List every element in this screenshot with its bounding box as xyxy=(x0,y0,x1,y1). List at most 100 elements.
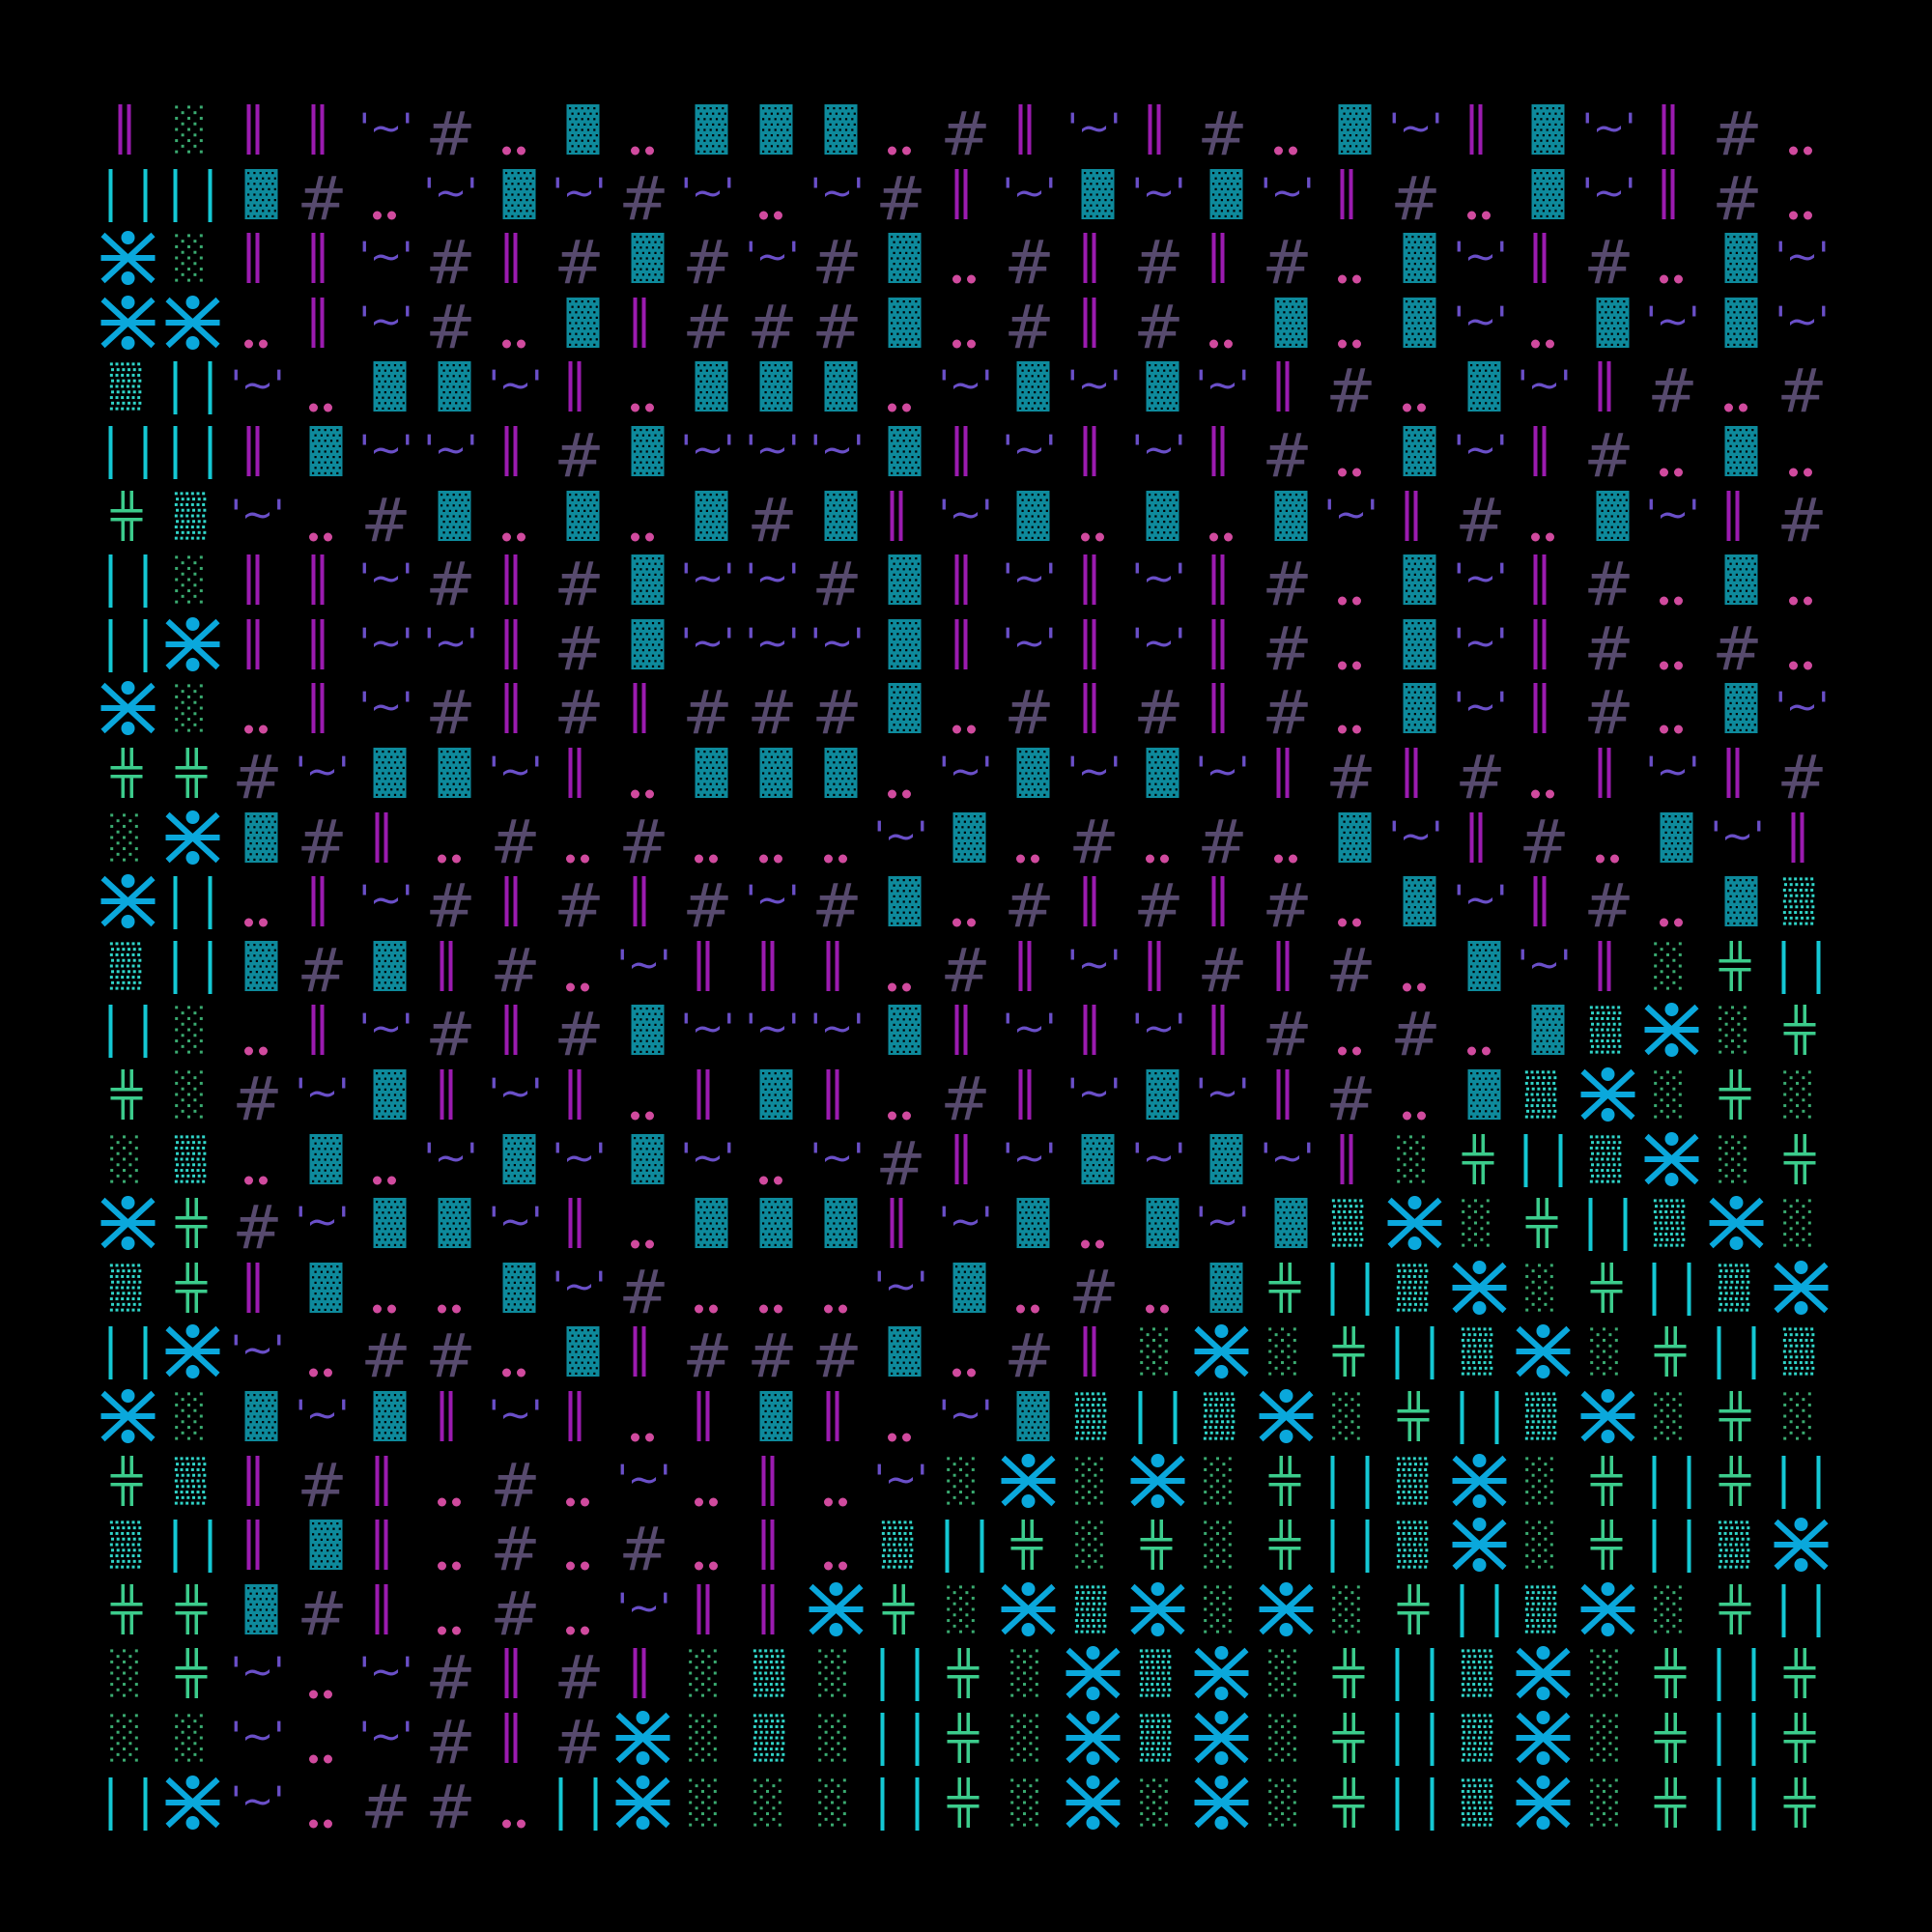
dots-glyph xyxy=(225,868,290,933)
hash-glyph: # xyxy=(225,1190,290,1263)
svg-text:'~': '~' xyxy=(1067,363,1122,408)
tilde-glyph: '~' xyxy=(1255,1126,1320,1191)
cross-glyph xyxy=(97,1448,161,1513)
svg-text:'~': '~' xyxy=(1131,428,1185,472)
asterisk-figure-glyph xyxy=(1448,1448,1513,1513)
asterisk-figure-glyph xyxy=(1512,1640,1577,1705)
tilde-glyph: '~' xyxy=(354,1705,418,1770)
svg-text:#: # xyxy=(297,935,347,1006)
svg-text:#: # xyxy=(811,870,862,941)
dense-dots-glyph xyxy=(1383,1512,1448,1577)
dots-glyph xyxy=(1640,225,1705,290)
double-bar-glyph xyxy=(1577,740,1641,805)
sparse-dots-glyph xyxy=(1770,1190,1834,1255)
teal-block-glyph xyxy=(675,740,740,805)
asterisk-figure-glyph xyxy=(1512,1705,1577,1770)
dots-glyph xyxy=(225,675,290,740)
cyan-bars-glyph xyxy=(97,611,161,676)
double-bar-glyph xyxy=(290,997,355,1062)
dense-dots-glyph xyxy=(1448,1319,1513,1383)
tilde-glyph: '~' xyxy=(418,418,483,483)
double-bar-glyph xyxy=(483,1705,548,1770)
sparse-dots-glyph xyxy=(1640,933,1705,998)
dots-glyph xyxy=(225,290,290,355)
tilde-glyph: '~' xyxy=(547,1126,611,1191)
hash-glyph: # xyxy=(1319,740,1383,812)
double-bar-glyph xyxy=(933,418,998,483)
sparse-dots-glyph xyxy=(161,997,226,1062)
cross-glyph xyxy=(97,483,161,548)
sparse-dots-glyph xyxy=(1255,1319,1320,1383)
dense-dots-glyph xyxy=(1319,1190,1383,1255)
double-bar-glyph xyxy=(1705,740,1770,805)
tilde-glyph: '~' xyxy=(675,997,740,1062)
hash-glyph: # xyxy=(1255,675,1320,748)
hash-glyph: # xyxy=(1319,1062,1383,1134)
tilde-glyph: '~' xyxy=(675,611,740,676)
double-bar-glyph xyxy=(290,225,355,290)
dots-glyph xyxy=(354,1126,418,1191)
dots-glyph xyxy=(1319,997,1383,1062)
tilde-glyph: '~' xyxy=(1126,1126,1191,1191)
hash-glyph: # xyxy=(1383,161,1448,234)
cross-glyph xyxy=(1770,997,1834,1062)
svg-text:'~': '~' xyxy=(746,621,800,666)
teal-block-glyph xyxy=(1383,225,1448,290)
svg-text:#: # xyxy=(1133,677,1183,748)
dots-glyph xyxy=(997,1255,1062,1320)
asterisk-figure-glyph xyxy=(97,675,161,740)
dense-dots-glyph xyxy=(161,1126,226,1191)
svg-text:'~': '~' xyxy=(810,1007,864,1051)
svg-text:'~': '~' xyxy=(1518,363,1572,408)
cyan-bars-glyph xyxy=(1448,1383,1513,1448)
cyan-bars-glyph xyxy=(161,418,226,483)
tilde-glyph: '~' xyxy=(1126,161,1191,226)
teal-block-glyph xyxy=(611,547,676,611)
svg-text:'~': '~' xyxy=(1453,235,1507,279)
double-bar-glyph xyxy=(225,225,290,290)
hash-glyph: # xyxy=(1577,225,1641,298)
teal-block-glyph xyxy=(547,1319,611,1383)
svg-text:'~': '~' xyxy=(359,235,413,279)
svg-text:#: # xyxy=(940,935,990,1006)
hash-glyph: # xyxy=(418,997,483,1069)
dense-dots-glyph xyxy=(1448,1640,1513,1705)
dots-glyph xyxy=(740,1255,805,1320)
svg-text:#: # xyxy=(618,163,668,234)
double-bar-glyph xyxy=(225,1448,290,1513)
sparse-dots-glyph xyxy=(161,97,226,161)
svg-text:#: # xyxy=(1198,935,1248,1006)
cross-glyph xyxy=(868,1577,933,1641)
dots-glyph xyxy=(483,1319,548,1383)
hash-glyph: # xyxy=(675,290,740,362)
svg-text:#: # xyxy=(1262,549,1312,619)
dots-glyph xyxy=(418,805,483,869)
asterisk-figure-glyph xyxy=(611,1705,676,1770)
svg-text:#: # xyxy=(426,227,476,298)
teal-block-glyph xyxy=(805,483,869,548)
asterisk-figure-glyph xyxy=(1190,1705,1255,1770)
tilde-glyph: '~' xyxy=(740,547,805,611)
cyan-bars-glyph xyxy=(1770,1448,1834,1513)
dots-glyph xyxy=(547,1448,611,1513)
cross-glyph xyxy=(997,1512,1062,1577)
sparse-dots-glyph xyxy=(1705,1126,1770,1191)
dense-dots-glyph xyxy=(1126,1640,1191,1705)
dots-glyph xyxy=(611,740,676,805)
teal-block-glyph xyxy=(483,1255,548,1320)
cyan-bars-glyph xyxy=(868,1770,933,1834)
double-bar-glyph xyxy=(997,97,1062,161)
dense-dots-glyph xyxy=(161,483,226,548)
hash-glyph: # xyxy=(418,868,483,941)
svg-text:'~': '~' xyxy=(1775,299,1829,344)
hash-glyph: # xyxy=(997,1319,1062,1391)
cross-glyph xyxy=(1705,1577,1770,1641)
teal-block-glyph xyxy=(547,97,611,161)
svg-text:#: # xyxy=(1583,549,1634,619)
svg-text:'~': '~' xyxy=(939,750,993,794)
tilde-glyph: '~' xyxy=(418,1126,483,1191)
dense-dots-glyph xyxy=(97,933,161,998)
double-bar-glyph xyxy=(225,1512,290,1577)
double-bar-glyph xyxy=(1512,611,1577,676)
hash-glyph: # xyxy=(933,97,998,169)
